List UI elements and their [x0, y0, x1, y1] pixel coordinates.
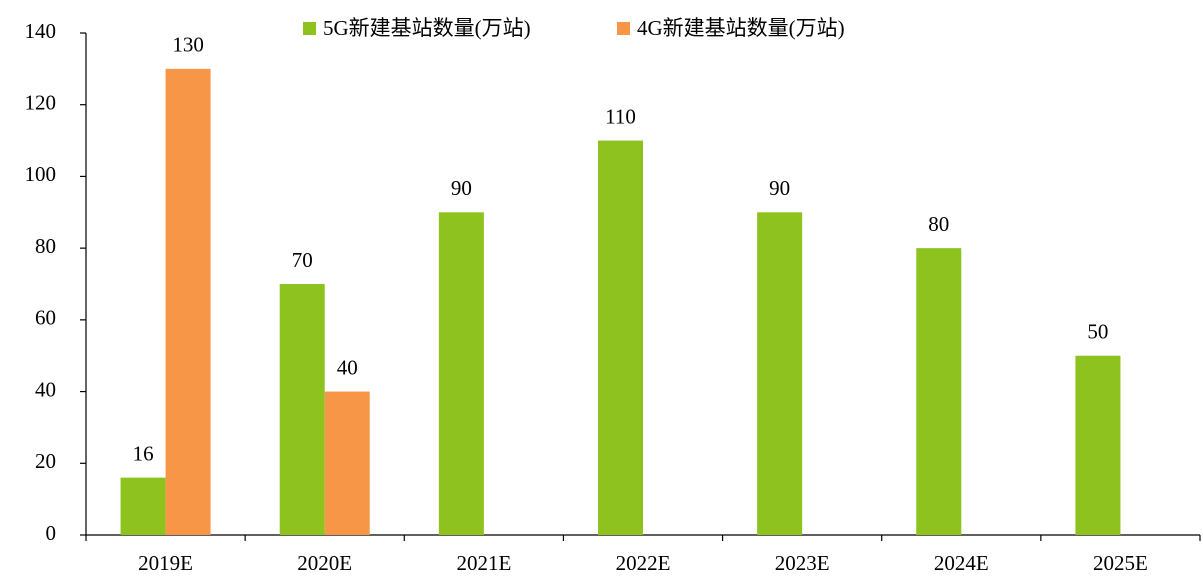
- data-label: 130: [172, 33, 204, 57]
- y-tick-label: 140: [25, 19, 57, 43]
- legend-label: 4G新建基站数量(万站): [637, 16, 845, 40]
- data-label: 80: [928, 212, 949, 236]
- data-label: 50: [1087, 320, 1108, 344]
- x-tick-label: 2019E: [138, 551, 193, 575]
- legend-label: 5G新建基站数量(万站): [323, 16, 531, 40]
- y-tick-label: 60: [35, 306, 56, 330]
- bar: [438, 212, 484, 536]
- data-label: 70: [292, 248, 313, 272]
- bar: [279, 284, 325, 535]
- y-tick-label: 0: [46, 521, 57, 545]
- data-label: 40: [337, 355, 358, 379]
- y-tick-label: 80: [35, 234, 56, 258]
- legend-swatch: [617, 22, 630, 35]
- x-tick-label: 2022E: [616, 551, 671, 575]
- data-label: 90: [451, 176, 472, 200]
- data-label: 110: [605, 104, 636, 128]
- x-tick-label: 2025E: [1093, 551, 1148, 575]
- bar: [598, 140, 643, 536]
- y-tick-label: 40: [35, 377, 56, 401]
- y-tick-label: 120: [25, 91, 57, 115]
- x-tick-label: 2023E: [775, 551, 830, 575]
- y-tick-label: 100: [25, 162, 57, 186]
- bar: [916, 248, 962, 535]
- x-tick-label: 2024E: [934, 551, 989, 575]
- data-label: 90: [769, 176, 790, 200]
- bar: [165, 68, 211, 535]
- y-tick-label: 20: [35, 449, 56, 473]
- bar: [1075, 355, 1121, 535]
- legend-swatch: [303, 22, 316, 35]
- bar: [120, 477, 166, 535]
- x-tick-label: 2020E: [297, 551, 352, 575]
- bar: [324, 391, 370, 535]
- bar: [757, 212, 803, 536]
- x-tick-label: 2021E: [456, 551, 511, 575]
- data-label: 16: [133, 441, 154, 465]
